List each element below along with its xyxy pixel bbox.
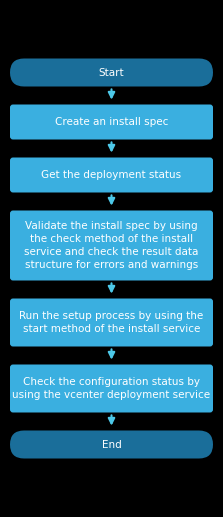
Text: Validate the install spec by using
the check method of the install
service and c: Validate the install spec by using the c… — [24, 221, 199, 270]
FancyBboxPatch shape — [10, 104, 213, 140]
Text: Run the setup process by using the
start method of the install service: Run the setup process by using the start… — [19, 311, 204, 334]
Text: Get the deployment status: Get the deployment status — [41, 170, 182, 180]
FancyBboxPatch shape — [10, 298, 213, 346]
FancyBboxPatch shape — [10, 364, 213, 413]
FancyBboxPatch shape — [10, 58, 213, 86]
FancyBboxPatch shape — [10, 158, 213, 192]
Text: Start: Start — [99, 68, 124, 78]
Text: Check the configuration status by
using the vcenter deployment service: Check the configuration status by using … — [12, 377, 211, 400]
Text: End: End — [102, 439, 121, 449]
FancyBboxPatch shape — [10, 210, 213, 281]
FancyBboxPatch shape — [10, 431, 213, 459]
Text: Create an install spec: Create an install spec — [55, 117, 168, 127]
